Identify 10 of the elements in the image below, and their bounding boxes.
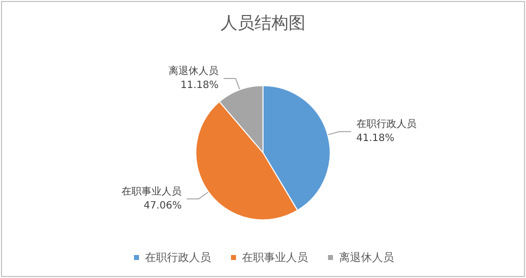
legend-label: 在职事业人员 [242,251,308,264]
slice-label: 在职行政人员 [356,118,416,130]
legend-label: 离退休人员 [339,251,394,264]
slice-label: 在职事业人员 [122,185,182,198]
data-label: 11.18% [180,80,219,91]
data-label: 47.06% [144,200,182,212]
legend-label: 在职行政人员 [145,251,211,264]
slice-label: 离退休人员 [168,64,219,77]
data-label: 41.18% [356,133,394,144]
chart-title: 人员结构图 [220,14,306,34]
